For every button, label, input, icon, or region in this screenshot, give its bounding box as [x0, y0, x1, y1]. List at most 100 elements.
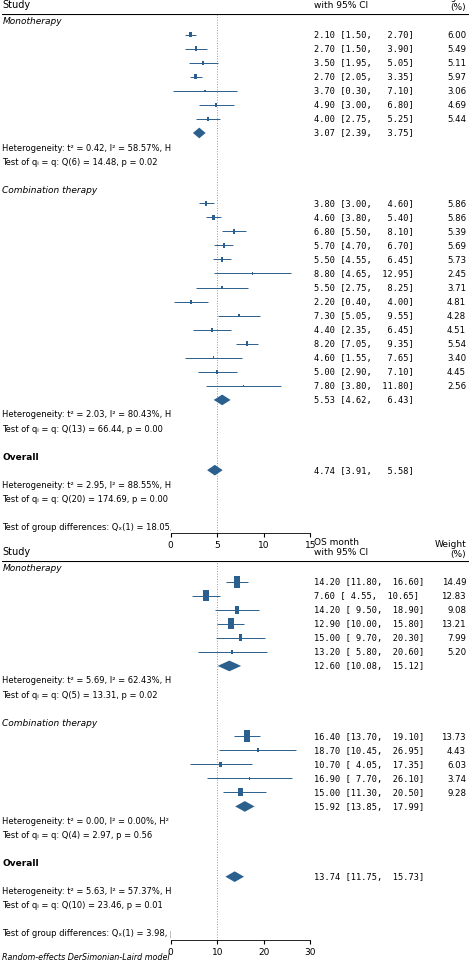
- Text: 13.20 [ 5.80,  20.60]: 13.20 [ 5.80, 20.60]: [314, 647, 424, 657]
- Bar: [216, 370, 218, 374]
- Text: 5.11: 5.11: [447, 59, 466, 68]
- Bar: [221, 287, 223, 290]
- Bar: [190, 300, 192, 304]
- Text: 7.60 [ 4.55,  10.65]: 7.60 [ 4.55, 10.65]: [314, 591, 419, 601]
- Text: 4.51: 4.51: [447, 326, 466, 335]
- Bar: [244, 731, 250, 742]
- Text: Combination therapy: Combination therapy: [2, 185, 98, 195]
- Text: 3.40: 3.40: [447, 354, 466, 363]
- Polygon shape: [214, 395, 230, 406]
- Bar: [202, 61, 204, 66]
- Text: 5.69: 5.69: [447, 241, 466, 251]
- Text: 5.50 [4.55,   6.45]: 5.50 [4.55, 6.45]: [314, 256, 413, 265]
- Text: 2.20 [0.40,   4.00]: 2.20 [0.40, 4.00]: [314, 297, 413, 307]
- Text: 4.90 [3.00,   6.80]: 4.90 [3.00, 6.80]: [314, 102, 413, 110]
- Text: 5.39: 5.39: [447, 228, 466, 236]
- Bar: [248, 777, 250, 780]
- Text: Weight
(%): Weight (%): [434, 0, 466, 13]
- Text: 14.49: 14.49: [442, 578, 466, 586]
- Text: Heterogeneity: t² = 5.69, I² = 62.43%, H² = 2.66: Heterogeneity: t² = 5.69, I² = 62.43%, H…: [2, 675, 206, 685]
- Bar: [210, 328, 213, 332]
- Bar: [189, 33, 191, 38]
- Polygon shape: [193, 129, 206, 140]
- Text: 2.45: 2.45: [447, 269, 466, 279]
- Text: 3.74: 3.74: [447, 774, 466, 783]
- Text: 18.70 [10.45,  26.95]: 18.70 [10.45, 26.95]: [314, 746, 424, 755]
- Text: 5.70 [4.70,   6.70]: 5.70 [4.70, 6.70]: [314, 241, 413, 251]
- Text: Heterogeneity: t² = 5.63, I² = 57.37%, H² = 2.35: Heterogeneity: t² = 5.63, I² = 57.37%, H…: [2, 887, 206, 895]
- Text: Random-effects DerSimonian-Laird model: Random-effects DerSimonian-Laird model: [2, 953, 170, 961]
- Text: 3.50 [1.95,   5.05]: 3.50 [1.95, 5.05]: [314, 59, 413, 68]
- Bar: [252, 273, 253, 275]
- Bar: [222, 244, 225, 248]
- Bar: [213, 357, 214, 359]
- Text: Weight
(%): Weight (%): [434, 540, 466, 559]
- Text: PFS month
with 95% CI: PFS month with 95% CI: [314, 0, 368, 11]
- Text: 4.74 [3.91,   5.58]: 4.74 [3.91, 5.58]: [314, 466, 413, 475]
- Bar: [257, 749, 259, 752]
- Text: 15.00 [11.30,  20.50]: 15.00 [11.30, 20.50]: [314, 788, 424, 797]
- Bar: [235, 607, 239, 614]
- Text: 3.07 [2.39,   3.75]: 3.07 [2.39, 3.75]: [314, 129, 413, 139]
- Text: 13.74 [11.75,  15.73]: 13.74 [11.75, 15.73]: [314, 872, 424, 881]
- Text: 7.80 [3.80,  11.80]: 7.80 [3.80, 11.80]: [314, 382, 413, 391]
- Bar: [234, 576, 240, 588]
- Bar: [215, 104, 218, 108]
- Text: 4.69: 4.69: [447, 102, 466, 110]
- Polygon shape: [218, 661, 241, 672]
- Text: Test of qᵢ = q: Q(10) = 23.46, p = 0.01: Test of qᵢ = q: Q(10) = 23.46, p = 0.01: [2, 900, 163, 909]
- Text: 5.49: 5.49: [447, 46, 466, 54]
- Bar: [195, 47, 197, 52]
- Text: 13.21: 13.21: [441, 619, 466, 629]
- Text: 9.08: 9.08: [447, 606, 466, 614]
- Text: 5.20: 5.20: [447, 647, 466, 657]
- Bar: [194, 76, 197, 80]
- Bar: [243, 386, 244, 388]
- Text: 15.00 [ 9.70,  20.30]: 15.00 [ 9.70, 20.30]: [314, 634, 424, 642]
- Text: 4.00 [2.75,   5.25]: 4.00 [2.75, 5.25]: [314, 115, 413, 124]
- Text: 3.71: 3.71: [447, 284, 466, 293]
- Text: 5.50 [2.75,   8.25]: 5.50 [2.75, 8.25]: [314, 284, 413, 293]
- Text: Heterogeneity: t² = 2.03, I² = 80.43%, H² = 5.11: Heterogeneity: t² = 2.03, I² = 80.43%, H…: [2, 410, 206, 419]
- Bar: [212, 215, 215, 221]
- Text: 7.99: 7.99: [447, 634, 466, 642]
- Text: 4.81: 4.81: [447, 297, 466, 307]
- Bar: [207, 117, 209, 122]
- Bar: [220, 258, 223, 263]
- Text: 12.90 [10.00,  15.80]: 12.90 [10.00, 15.80]: [314, 619, 424, 629]
- Text: 3.80 [3.00,   4.60]: 3.80 [3.00, 4.60]: [314, 200, 413, 208]
- Text: 5.97: 5.97: [447, 74, 466, 82]
- Text: Test of qᵢ = q: Q(13) = 66.44, p = 0.00: Test of qᵢ = q: Q(13) = 66.44, p = 0.00: [2, 424, 163, 433]
- Text: 4.60 [3.80,   5.40]: 4.60 [3.80, 5.40]: [314, 213, 413, 223]
- Bar: [228, 618, 234, 630]
- Bar: [205, 202, 207, 206]
- Text: Heterogeneity: t² = 0.00, I² = 0.00%, H² = 1.00: Heterogeneity: t² = 0.00, I² = 0.00%, H²…: [2, 816, 200, 826]
- Polygon shape: [226, 871, 244, 882]
- Text: 2.70 [2.05,   3.35]: 2.70 [2.05, 3.35]: [314, 74, 413, 82]
- Bar: [246, 342, 248, 347]
- Text: 5.86: 5.86: [447, 200, 466, 208]
- Text: 6.00: 6.00: [447, 31, 466, 40]
- Text: Monotherapy: Monotherapy: [2, 564, 62, 573]
- Bar: [233, 230, 235, 234]
- Text: Test of qᵢ = q: Q(20) = 174.69, p = 0.00: Test of qᵢ = q: Q(20) = 174.69, p = 0.00: [2, 494, 168, 503]
- Text: 5.73: 5.73: [447, 256, 466, 265]
- Text: Combination therapy: Combination therapy: [2, 718, 98, 727]
- Polygon shape: [235, 801, 255, 812]
- Text: 12.60 [10.08,  15.12]: 12.60 [10.08, 15.12]: [314, 662, 424, 671]
- Text: Test of qᵢ = q: Q(4) = 2.97, p = 0.56: Test of qᵢ = q: Q(4) = 2.97, p = 0.56: [2, 830, 153, 839]
- Text: 14.20 [ 9.50,  18.90]: 14.20 [ 9.50, 18.90]: [314, 606, 424, 614]
- Text: 13.73: 13.73: [441, 732, 466, 741]
- Text: Heterogeneity: t² = 0.42, I² = 58.57%, H² = 2.41: Heterogeneity: t² = 0.42, I² = 58.57%, H…: [2, 143, 205, 152]
- Text: 3.06: 3.06: [447, 87, 466, 96]
- Text: 4.28: 4.28: [447, 312, 466, 321]
- Text: Overall: Overall: [2, 453, 39, 461]
- Text: Overall: Overall: [2, 859, 39, 867]
- Bar: [238, 315, 240, 318]
- Text: 8.80 [4.65,  12.95]: 8.80 [4.65, 12.95]: [314, 269, 413, 279]
- Text: 5.86: 5.86: [447, 213, 466, 223]
- Text: 15.92 [13.85,  17.99]: 15.92 [13.85, 17.99]: [314, 802, 424, 811]
- Bar: [204, 90, 206, 93]
- Text: 7.30 [5.05,   9.55]: 7.30 [5.05, 9.55]: [314, 312, 413, 321]
- Text: 16.90 [ 7.70,  26.10]: 16.90 [ 7.70, 26.10]: [314, 774, 424, 783]
